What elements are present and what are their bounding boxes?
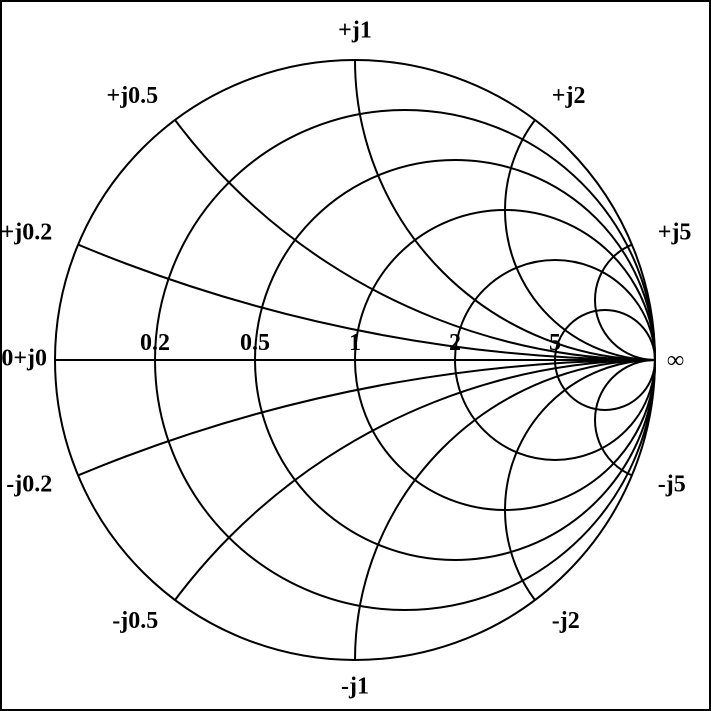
label-infinity: ∞ <box>667 348 684 374</box>
reactance-label-pos-2: +j1 <box>338 18 372 44</box>
resistance-label-1: 0.5 <box>240 330 270 356</box>
resistance-label-2: 1 <box>349 330 361 356</box>
reactance-label-neg-0: -j0.2 <box>6 472 52 498</box>
label-zero: 0+j0 <box>1 346 47 372</box>
reactance-arc-pos-3 <box>505 60 711 360</box>
reactance-label-neg-3: -j2 <box>552 608 580 634</box>
reactance-label-pos-4: +j5 <box>658 219 692 245</box>
resistance-label-3: 2 <box>449 330 461 356</box>
reactance-arc-pos-0 <box>0 0 711 360</box>
reactance-label-pos-3: +j2 <box>552 83 586 109</box>
reactance-label-neg-4: -j5 <box>658 472 686 498</box>
resistance-label-0: 0.2 <box>140 330 170 356</box>
reactance-label-neg-2: -j1 <box>341 674 369 700</box>
reactance-arc-pos-1 <box>55 0 711 360</box>
reactance-label-pos-0: +j0.2 <box>1 219 53 245</box>
reactance-label-neg-1: -j0.5 <box>112 608 158 634</box>
smith-chart: 0.2 0.5 1 2 5 +j0.2 +j0.5 +j1 +j2 +j5 -j0.2 -j0.5 -j… <box>0 0 711 711</box>
reactance-arc-neg-3 <box>505 360 711 660</box>
reactance-label-pos-1: +j0.5 <box>107 83 159 109</box>
resistance-label-4: 5 <box>549 330 561 356</box>
